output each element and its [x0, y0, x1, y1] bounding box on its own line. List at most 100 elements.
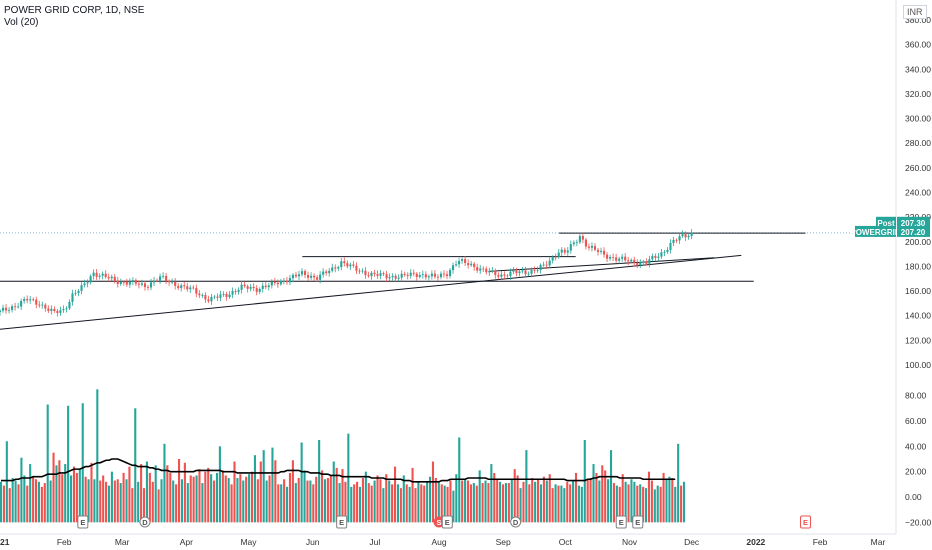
volume-bar [233, 461, 236, 523]
volume-bar [81, 403, 84, 523]
candle-body [627, 260, 630, 262]
candle-body [56, 311, 59, 313]
time-tick-label: Apr [180, 537, 193, 547]
volume-bar [250, 471, 254, 523]
candle-body [177, 285, 180, 289]
time-tick-label: Oct [559, 537, 573, 547]
volume-bar [207, 467, 210, 523]
event-marker-e[interactable]: E [77, 515, 89, 529]
candle-body [418, 275, 421, 277]
candle-body [669, 242, 672, 250]
volume-bar [180, 479, 184, 523]
volume-tick-label: 0.00 [905, 492, 922, 502]
candle-body [219, 294, 222, 298]
candle-body [518, 271, 521, 274]
candle-body [557, 252, 560, 258]
candle-body [101, 273, 104, 276]
candle-body [165, 275, 168, 281]
candle-body [615, 257, 618, 261]
candle-body [35, 299, 38, 305]
volume-bar [481, 483, 484, 523]
volume-bar [303, 470, 306, 523]
volume-bar [668, 476, 671, 523]
event-marker-e[interactable]: E [615, 515, 627, 529]
volume-indicator-label[interactable]: Vol (20) [4, 17, 39, 28]
candle-body [476, 267, 479, 271]
candle-body [279, 280, 282, 285]
price-tick-label: 340.00 [905, 64, 931, 74]
candle-body [421, 274, 424, 276]
event-marker-shape [77, 515, 89, 529]
volume-bar [525, 450, 528, 523]
candle-body [624, 256, 627, 261]
candle-body [358, 270, 361, 272]
candle-body [442, 273, 446, 275]
volume-bar [128, 466, 131, 523]
candle-body [572, 242, 575, 245]
volume-bar [291, 460, 294, 523]
volume-bar [636, 485, 639, 523]
candle-body [322, 271, 325, 275]
candle-body [47, 308, 50, 311]
volume-bar [242, 480, 245, 523]
event-marker-label: E [339, 518, 344, 527]
event-marker-e[interactable]: E [441, 515, 453, 529]
volume-bar [671, 478, 674, 523]
volume-bar [659, 486, 662, 523]
price-tick-label: 160.00 [905, 286, 931, 296]
candle-body [606, 254, 609, 259]
volume-bar [680, 485, 683, 523]
price-tick-label: 100.00 [905, 360, 931, 370]
volume-bar [358, 486, 362, 523]
volume-bar [405, 484, 408, 523]
volume-bar [624, 481, 627, 523]
volume-bar [14, 480, 17, 523]
event-marker-e[interactable]: E [632, 515, 644, 529]
event-marker-d[interactable]: D [510, 516, 522, 528]
volume-bar [318, 439, 321, 523]
candle-body [491, 270, 494, 272]
volume-bar [20, 457, 23, 523]
event-marker-e[interactable]: E [800, 515, 812, 529]
candle-body [524, 270, 527, 275]
currency-badge[interactable]: INR [903, 5, 927, 19]
event-marker-label: E [445, 518, 450, 527]
price-tick-label: 320.00 [905, 89, 931, 99]
candle-body [542, 264, 545, 266]
candle-body [512, 270, 515, 272]
candle-body [451, 265, 455, 271]
candle-body [618, 258, 621, 261]
candle-body [131, 280, 134, 283]
trendline[interactable] [0, 254, 742, 330]
volume-bar [516, 475, 519, 523]
candle-body [678, 236, 681, 241]
candle-body [436, 276, 439, 278]
volume-bar [493, 472, 496, 523]
volume-bar [385, 474, 388, 523]
event-marker-e[interactable]: E [336, 515, 348, 529]
volume-bar [338, 483, 341, 523]
candle-body [515, 270, 518, 274]
volume-bar [253, 455, 256, 523]
candle-body [303, 271, 307, 276]
event-marker-shape [632, 515, 644, 529]
volume-bar [201, 483, 204, 523]
candle-body [234, 290, 237, 292]
event-marker-d[interactable]: D [139, 516, 151, 528]
volume-bar [78, 469, 81, 523]
volume-bar [484, 480, 487, 523]
volume-bar [122, 472, 125, 523]
volume-bar [160, 479, 163, 523]
candle-body [17, 306, 20, 308]
trendline[interactable] [488, 257, 715, 272]
candle-body [65, 308, 68, 310]
candle-body [536, 269, 539, 271]
volume-bar [393, 466, 397, 523]
candle-body [509, 271, 512, 277]
candle-body [152, 280, 156, 283]
candle-body [225, 294, 228, 298]
candle-body [291, 274, 295, 279]
volume-bar [321, 470, 324, 523]
volume-bar [417, 481, 420, 523]
